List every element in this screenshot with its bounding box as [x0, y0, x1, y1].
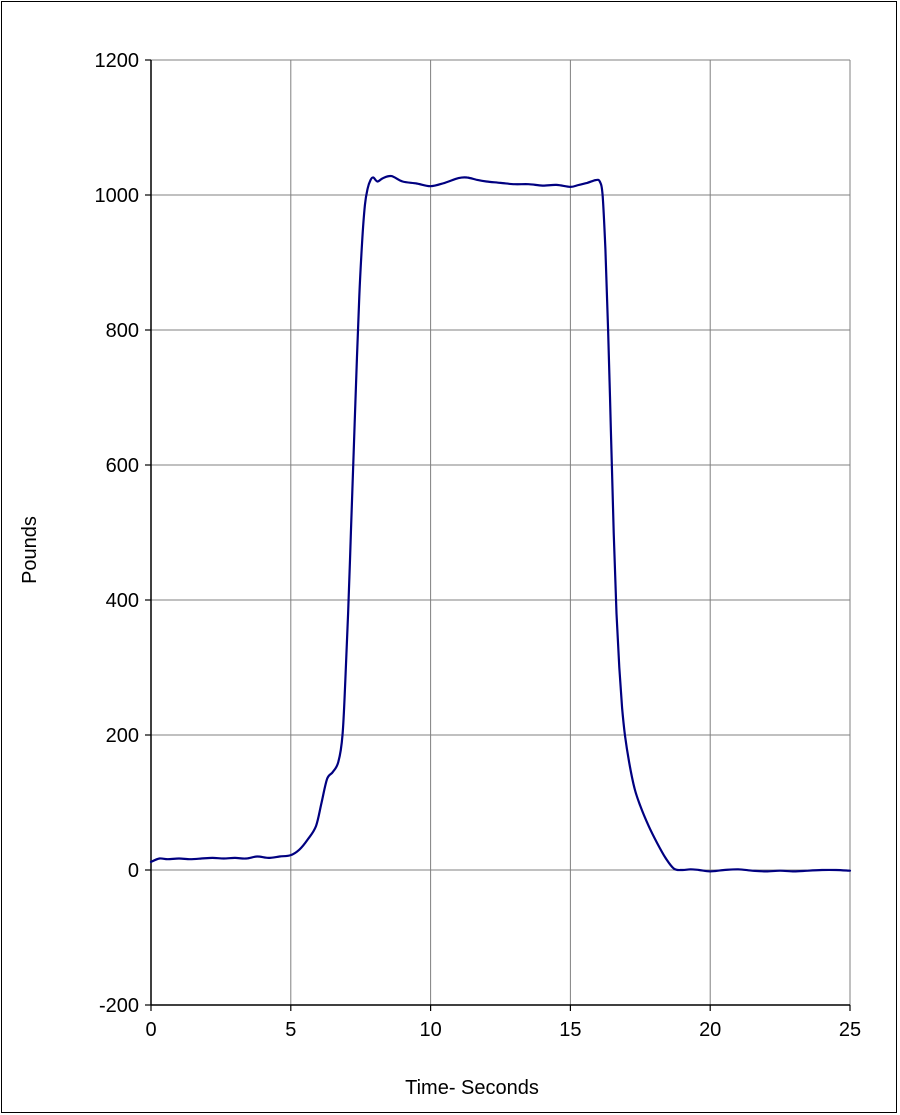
grid-lines — [151, 59, 851, 1005]
x-tick-labels: 0 5 10 15 20 25 — [145, 1019, 861, 1041]
y-tick-label-6: 1000 — [95, 185, 140, 207]
x-axis-title: Time- Seconds — [405, 1077, 539, 1099]
y-tick-labels: -200 0 200 400 600 800 1000 1200 — [95, 50, 140, 1017]
x-tick-label-4: 20 — [699, 1019, 721, 1041]
y-tick-label-4: 600 — [106, 455, 139, 477]
y-tick-label-7: 1200 — [95, 50, 140, 72]
y-tick-label-5: 800 — [106, 320, 139, 342]
series-group — [149, 174, 852, 873]
x-tick-label-0: 0 — [145, 1019, 156, 1041]
y-tick-label-2: 200 — [106, 725, 139, 747]
y-tick-label-0: -200 — [99, 995, 139, 1017]
y-tick-label-3: 400 — [106, 590, 139, 612]
series-line-0 — [149, 174, 852, 873]
x-tick-label-1: 5 — [285, 1019, 296, 1041]
x-tick-label-3: 15 — [559, 1019, 581, 1041]
x-tick-label-2: 10 — [419, 1019, 441, 1041]
y-tick-label-1: 0 — [128, 860, 139, 882]
x-tick-label-5: 25 — [839, 1019, 861, 1041]
axes — [145, 59, 851, 1011]
y-axis-title: Pounds — [19, 516, 41, 584]
